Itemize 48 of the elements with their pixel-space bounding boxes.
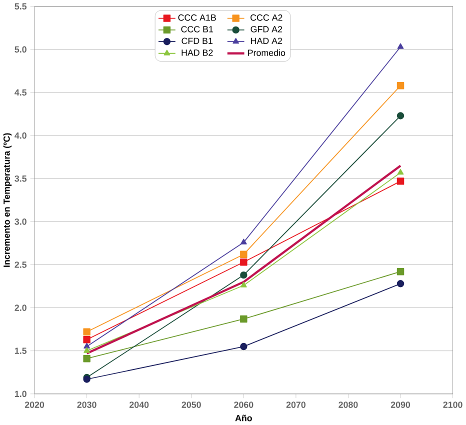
- x-tick-label: 2020: [24, 402, 44, 408]
- y-tick-label: 4.0: [14, 132, 26, 139]
- y-tick-label: 5.0: [14, 46, 26, 53]
- point: [240, 316, 248, 323]
- legend-label: CCC B1: [181, 26, 213, 33]
- legend-label: CCC A2: [250, 14, 282, 21]
- point: [83, 336, 90, 344]
- y-tick-label: 1.5: [14, 348, 27, 354]
- legend-label: HAD A2: [251, 38, 282, 44]
- legend-label: HAD B2: [182, 50, 213, 56]
- x-tick-label: 2100: [443, 402, 462, 408]
- point: [240, 238, 247, 245]
- x-axis-title: Año: [235, 414, 252, 422]
- legend-label: CCC A1B: [178, 14, 216, 21]
- x-tick-label: 2080: [338, 402, 358, 408]
- x-tick-label: 2090: [390, 402, 410, 408]
- point: [240, 343, 248, 350]
- x-tick-label: 2030: [77, 402, 96, 408]
- point: [396, 268, 404, 276]
- y-tick-label: 3.0: [14, 218, 26, 226]
- point: [240, 272, 248, 279]
- legend-label: Promedio: [248, 50, 286, 56]
- y-tick-label: 5.5: [14, 4, 27, 10]
- y-tick-label: 4.5: [14, 90, 27, 96]
- point: [397, 44, 404, 50]
- point: [84, 343, 90, 349]
- point: [240, 251, 248, 258]
- point: [396, 280, 404, 288]
- point: [396, 178, 404, 186]
- y-tick-label: 3.5: [14, 176, 27, 182]
- x-tick-label: 2070: [286, 402, 306, 408]
- y-tick-label: 2.5: [14, 262, 27, 268]
- point: [84, 347, 90, 354]
- x-tick-label: 2060: [234, 402, 254, 408]
- point: [397, 169, 404, 175]
- legend-label: CFD B1: [182, 38, 213, 44]
- point: [83, 355, 90, 362]
- y-axis-title: Incremento en Temperatura (ºC): [3, 133, 12, 268]
- x-tick-label: 2040: [130, 402, 149, 408]
- point: [396, 82, 404, 90]
- point: [83, 328, 90, 336]
- point: [396, 112, 404, 120]
- point: [240, 282, 247, 288]
- legend-label: GFD A2: [250, 26, 282, 33]
- y-tick-label: 1.0: [14, 390, 26, 398]
- point: [240, 258, 248, 266]
- x-tick-label: 2050: [182, 402, 201, 408]
- y-tick-label: 2.0: [14, 304, 26, 312]
